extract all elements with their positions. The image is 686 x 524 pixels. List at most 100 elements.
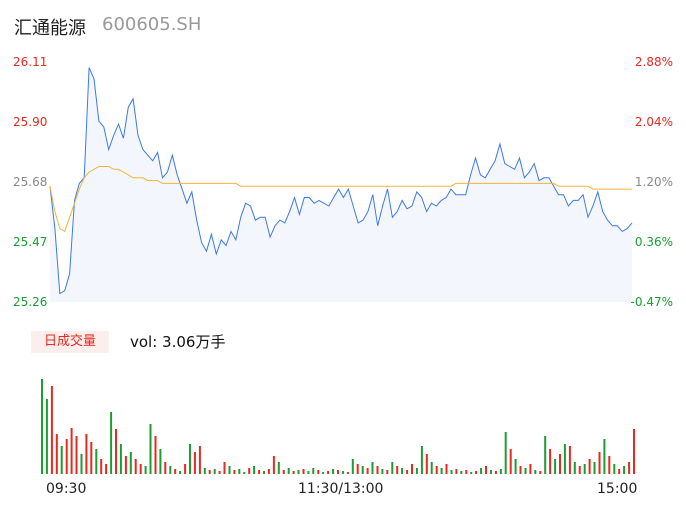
volume-bar (470, 472, 473, 474)
volume-bar (302, 469, 305, 474)
volume-bar (41, 379, 43, 474)
volume-bar (75, 436, 78, 474)
price-line (49, 67, 633, 295)
volume-bar (435, 466, 438, 474)
y-right-label: -0.47% (630, 295, 673, 309)
volume-bar (154, 436, 157, 474)
y-left-label: 25.47 (13, 235, 48, 249)
volume-bar (198, 446, 201, 474)
stock-code: 600605.SH (102, 14, 202, 35)
volume-bar (371, 462, 374, 474)
volume-bar (603, 439, 606, 474)
volume-bar (263, 471, 265, 474)
volume-bar (174, 469, 177, 474)
y-left-label: 26.11 (13, 55, 48, 69)
volume-bar (391, 462, 394, 474)
volume-bar (465, 470, 468, 474)
volume-bar (415, 468, 418, 474)
volume-bar (55, 434, 58, 474)
volume-bar (460, 471, 463, 474)
volume-bar (396, 466, 399, 474)
volume-bar (593, 462, 596, 474)
volume-bar (401, 468, 404, 474)
volume-bar (361, 466, 364, 474)
volume-bar (85, 434, 88, 474)
volume-bar (149, 424, 152, 474)
volume-bar (376, 466, 379, 474)
volume-bar (292, 471, 295, 474)
volume-bar (277, 462, 280, 474)
volume-bar (445, 464, 448, 474)
volume-bar (430, 462, 433, 474)
volume-bar (50, 386, 53, 474)
volume-bar (169, 466, 172, 474)
volume-bar (519, 466, 522, 474)
volume-bar (475, 471, 478, 474)
avg-price-line (49, 166, 632, 233)
volume-bar (332, 469, 335, 474)
volume-bar (544, 436, 547, 474)
volume-bar (258, 470, 261, 474)
volume-bar (529, 464, 532, 474)
y-right-label: 2.88% (634, 55, 673, 69)
volume-bar (341, 471, 344, 474)
volume-bar (366, 468, 369, 474)
volume-bar (504, 432, 507, 474)
volume-bar (598, 452, 601, 474)
volume-bar (312, 468, 315, 474)
volume-badge[interactable]: 日成交量 (31, 331, 109, 353)
volume-bar (608, 456, 611, 474)
volume-bar (213, 469, 216, 474)
volume-bar (189, 444, 191, 474)
volume-label: vol: 3.06万手 (130, 333, 226, 351)
volume-bar (588, 459, 591, 474)
volume-bar (613, 464, 616, 474)
volume-bar (159, 449, 162, 474)
stock-name: 汇通能源 (14, 18, 86, 39)
y-left-label: 25.68 (13, 175, 48, 189)
volume-bar (134, 459, 137, 474)
volume-bar (623, 466, 626, 474)
volume-bar (115, 429, 117, 474)
volume-bar (578, 466, 581, 474)
y-right-label: 0.36% (634, 235, 673, 249)
volume-bar (633, 429, 635, 474)
volume-bar (568, 446, 571, 474)
volume-bar (272, 456, 275, 474)
x-axis-label: 11:30/13:00 (298, 481, 384, 497)
volume-bar (534, 470, 537, 474)
volume-bar (450, 470, 453, 474)
y-right-label: 2.04% (634, 115, 673, 129)
volume-bar (509, 449, 512, 474)
volume-bar (554, 459, 557, 474)
volume-bar (282, 470, 285, 474)
volume-bar (455, 469, 458, 474)
volume-bar (514, 459, 517, 474)
volume-bar (440, 468, 443, 474)
volume-bar (406, 470, 409, 474)
volume-bar (618, 469, 621, 474)
volume-bar (337, 470, 339, 474)
volume-bar (253, 466, 256, 474)
volume-bar (60, 446, 63, 474)
volume-bar (485, 466, 487, 474)
volume-bar (119, 444, 122, 474)
volume-bar (573, 462, 576, 474)
volume-bar (499, 469, 502, 474)
volume-bar (45, 399, 48, 474)
volume-bar (164, 462, 167, 474)
volume-bar (248, 468, 251, 474)
volume-bar (628, 462, 631, 474)
volume-bar (144, 466, 147, 474)
volume-bar (297, 470, 300, 474)
volume-bar (351, 459, 354, 474)
volume-bar (317, 470, 320, 474)
volume-bar (494, 471, 497, 474)
x-axis-label: 15:00 (597, 481, 638, 497)
volume-bar (193, 452, 196, 474)
volume-bar (287, 468, 290, 474)
volume-bar (110, 412, 113, 474)
volume-bar (228, 466, 231, 474)
volume-bar (139, 464, 142, 474)
volume-bar (307, 471, 310, 474)
